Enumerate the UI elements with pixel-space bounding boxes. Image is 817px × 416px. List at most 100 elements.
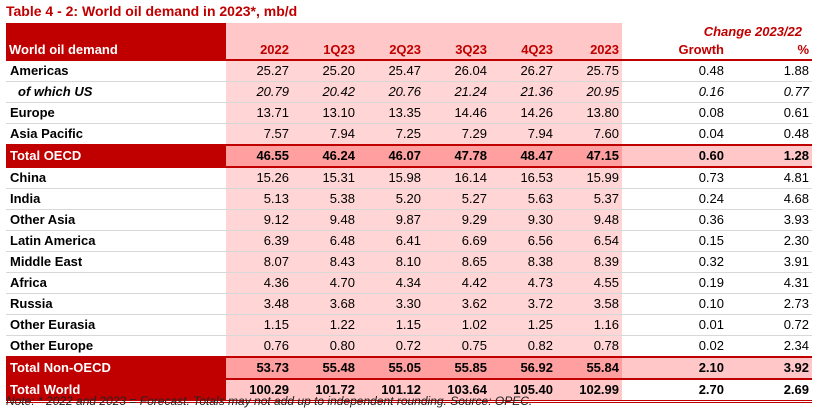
table-cell: 0.48 — [727, 123, 812, 145]
table-cell: 46.24 — [292, 145, 358, 167]
table-cell: 2.70 — [622, 379, 727, 402]
table-cell: 3.62 — [424, 293, 490, 315]
table-cell: 4.36 — [226, 272, 292, 294]
table-cell: 46.55 — [226, 145, 292, 167]
header-row-change: Change 2023/22 — [6, 23, 812, 41]
table-cell: 0.19 — [622, 272, 727, 294]
table-cell: 7.94 — [490, 123, 556, 145]
column-header: 3Q23 — [424, 41, 490, 60]
table-cell: 103.64 — [424, 379, 490, 402]
header-blank — [292, 23, 358, 41]
table-cell: 0.72 — [727, 314, 812, 336]
table-cell: 15.31 — [292, 167, 358, 189]
table-row: Europe 13.71 13.10 13.35 14.46 14.26 13.80 0.08… — [6, 102, 812, 124]
table-cell: 4.31 — [727, 272, 812, 294]
table-cell: 0.82 — [490, 335, 556, 357]
table-row: Russia 3.48 3.68 3.30 3.62 3.72 3.58 0.10 2.73 — [6, 293, 812, 315]
table-cell: 46.07 — [358, 145, 424, 167]
table-row: Other Asia 9.12 9.48 9.87 9.29 9.30 9.48 0.36 3.… — [6, 209, 812, 231]
table-cell: 6.39 — [226, 230, 292, 252]
table-cell: 15.26 — [226, 167, 292, 189]
column-header: 1Q23 — [292, 41, 358, 60]
row-label: India — [10, 191, 41, 206]
table-cell: 3.72 — [490, 293, 556, 315]
header-blank — [226, 23, 292, 41]
row-label: Russia — [10, 296, 53, 311]
table-cell: 48.47 — [490, 145, 556, 167]
table-row: Asia Pacific 7.57 7.94 7.25 7.29 7.94 7.60 0.04… — [6, 123, 812, 145]
table-cell: 9.29 — [424, 209, 490, 231]
table-cell: 4.68 — [727, 188, 812, 210]
table-cell: 0.36 — [622, 209, 727, 231]
table-cell: 4.73 — [490, 272, 556, 294]
table-cell: 16.53 — [490, 167, 556, 189]
table-cell: 8.10 — [358, 251, 424, 273]
table-cell: 1.02 — [424, 314, 490, 336]
table-cell: 9.87 — [358, 209, 424, 231]
table-cell: 0.80 — [292, 335, 358, 357]
table-cell: 8.65 — [424, 251, 490, 273]
change-header: Change 2023/22 — [703, 24, 802, 39]
table-row: of which US 20.79 20.42 20.76 21.24 21.36 20.9… — [6, 81, 812, 103]
table-cell: 25.20 — [292, 60, 358, 82]
table-cell: 9.12 — [226, 209, 292, 231]
table-cell: 25.75 — [556, 60, 622, 82]
row-label: Other Eurasia — [10, 317, 96, 332]
table-cell: 21.36 — [490, 81, 556, 103]
table-cell: 5.37 — [556, 188, 622, 210]
column-header: 4Q23 — [490, 41, 556, 60]
footnote: Note: * 2022 and 2023 = Forecast. Totals… — [6, 394, 533, 408]
table-cell: 55.05 — [358, 357, 424, 379]
table-cell: 0.76 — [226, 335, 292, 357]
table-cell: 15.98 — [358, 167, 424, 189]
table-cell: 9.30 — [490, 209, 556, 231]
table-cell: 7.29 — [424, 123, 490, 145]
table-cell: 0.04 — [622, 123, 727, 145]
table-cell: 2.69 — [727, 379, 812, 402]
table-cell: 0.75 — [424, 335, 490, 357]
table-cell: 13.71 — [226, 102, 292, 124]
table-cell: 25.27 — [226, 60, 292, 82]
table-total-row: Total OECD 46.55 46.24 46.07 47.78 48.47 47.15… — [6, 145, 812, 167]
table-cell: 1.15 — [226, 314, 292, 336]
table-cell: 0.24 — [622, 188, 727, 210]
table-cell: 47.15 — [556, 145, 622, 167]
table-cell: 26.27 — [490, 60, 556, 82]
table-cell: 53.73 — [226, 357, 292, 379]
table-cell: 2.30 — [727, 230, 812, 252]
table-cell: 1.28 — [727, 145, 812, 167]
table-cell: 102.99 — [556, 379, 622, 402]
row-label: Africa — [10, 275, 47, 290]
table-cell: 4.55 — [556, 272, 622, 294]
table-cell: 16.14 — [424, 167, 490, 189]
table-cell: 3.30 — [358, 293, 424, 315]
table-cell: 2.73 — [727, 293, 812, 315]
row-label: Total OECD — [6, 145, 226, 167]
table-cell: 0.72 — [358, 335, 424, 357]
table-row: Africa 4.36 4.70 4.34 4.42 4.73 4.55 0.19 4.31 — [6, 272, 812, 294]
table-cell: 0.16 — [622, 81, 727, 103]
table-cell: 20.42 — [292, 81, 358, 103]
table-cell: 1.22 — [292, 314, 358, 336]
table-cell: 8.39 — [556, 251, 622, 273]
table-cell: 15.99 — [556, 167, 622, 189]
row-label: Middle East — [10, 254, 83, 269]
table-cell: 101.12 — [358, 379, 424, 402]
table-cell: 20.79 — [226, 81, 292, 103]
table-cell: 0.60 — [622, 145, 727, 167]
table-cell: 13.10 — [292, 102, 358, 124]
table-cell: 2.34 — [727, 335, 812, 357]
table-cell: 100.29 — [226, 379, 292, 402]
table-cell: 0.77 — [727, 81, 812, 103]
table-cell: 56.92 — [490, 357, 556, 379]
row-label: Asia Pacific — [10, 126, 83, 141]
row-label: Latin America — [10, 233, 96, 248]
header-blank — [490, 23, 556, 41]
table-cell: 0.15 — [622, 230, 727, 252]
row-label: Total Non-OECD — [6, 357, 226, 379]
table-cell: 4.81 — [727, 167, 812, 189]
table-cell: 20.76 — [358, 81, 424, 103]
table-cell: 6.48 — [292, 230, 358, 252]
table-cell: 5.13 — [226, 188, 292, 210]
table-cell: 0.01 — [622, 314, 727, 336]
